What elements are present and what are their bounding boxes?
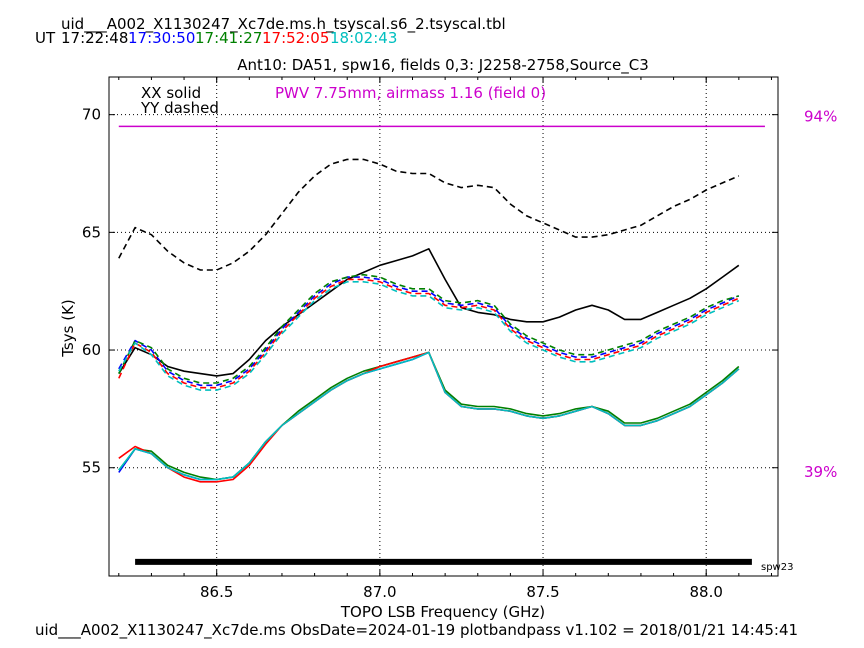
x-axis-label: TOPO LSB Frequency (GHz) (340, 603, 545, 621)
plot-frame (108, 76, 779, 577)
chart-title: Ant10: DA51, spw16, fields 0,3: J2258-27… (237, 56, 649, 75)
ut-time-4: 17:52:05 (262, 29, 329, 47)
annotations: 94% 39% spw23 (118, 108, 837, 573)
pwv-annotation: PWV 7.75mm, airmass 1.16 (field 0) (275, 84, 546, 102)
ut-time-1: 17:22:48 (61, 29, 128, 47)
y-tick-label: 70 (82, 106, 101, 124)
data-series (118, 158, 740, 483)
ut-time-2: 17:30:50 (128, 29, 195, 47)
series-line-6 (118, 351, 740, 481)
transmission-pct-label: 94% (804, 108, 837, 126)
footer-info: uid___A002_X1130247_Xc7de.ms ObsDate=202… (35, 621, 798, 640)
x-tick-label: 88.0 (690, 583, 723, 601)
ut-time-5: 18:02:43 (330, 29, 397, 47)
transmission-pct-label: 39% (804, 463, 837, 481)
series-line-2 (118, 158, 740, 271)
series-line-1 (118, 248, 740, 377)
series-line-9 (118, 278, 740, 389)
ut-label: UT (35, 29, 56, 47)
spw-label: spw23 (761, 562, 793, 573)
x-tick-label: 87.5 (526, 583, 559, 601)
legend-xx-solid: XX solid (141, 84, 201, 102)
y-tick-label: 55 (82, 459, 101, 477)
y-axis-label: Tsys (K) (59, 299, 77, 358)
axis-ticks: 86.5 87.0 87.5 88.0 55 60 65 70 (82, 77, 778, 601)
x-tick-label: 86.5 (200, 583, 233, 601)
y-tick-label: 65 (82, 223, 101, 241)
ut-time-3: 17:41:27 (195, 29, 262, 47)
table-filename: uid___A002_X1130247_Xc7de.ms.h_tsyscal.s… (61, 15, 506, 34)
x-tick-label: 87.0 (363, 583, 396, 601)
legend-yy-dashed: YY dashed (140, 99, 219, 117)
y-tick-label: 60 (82, 341, 101, 359)
